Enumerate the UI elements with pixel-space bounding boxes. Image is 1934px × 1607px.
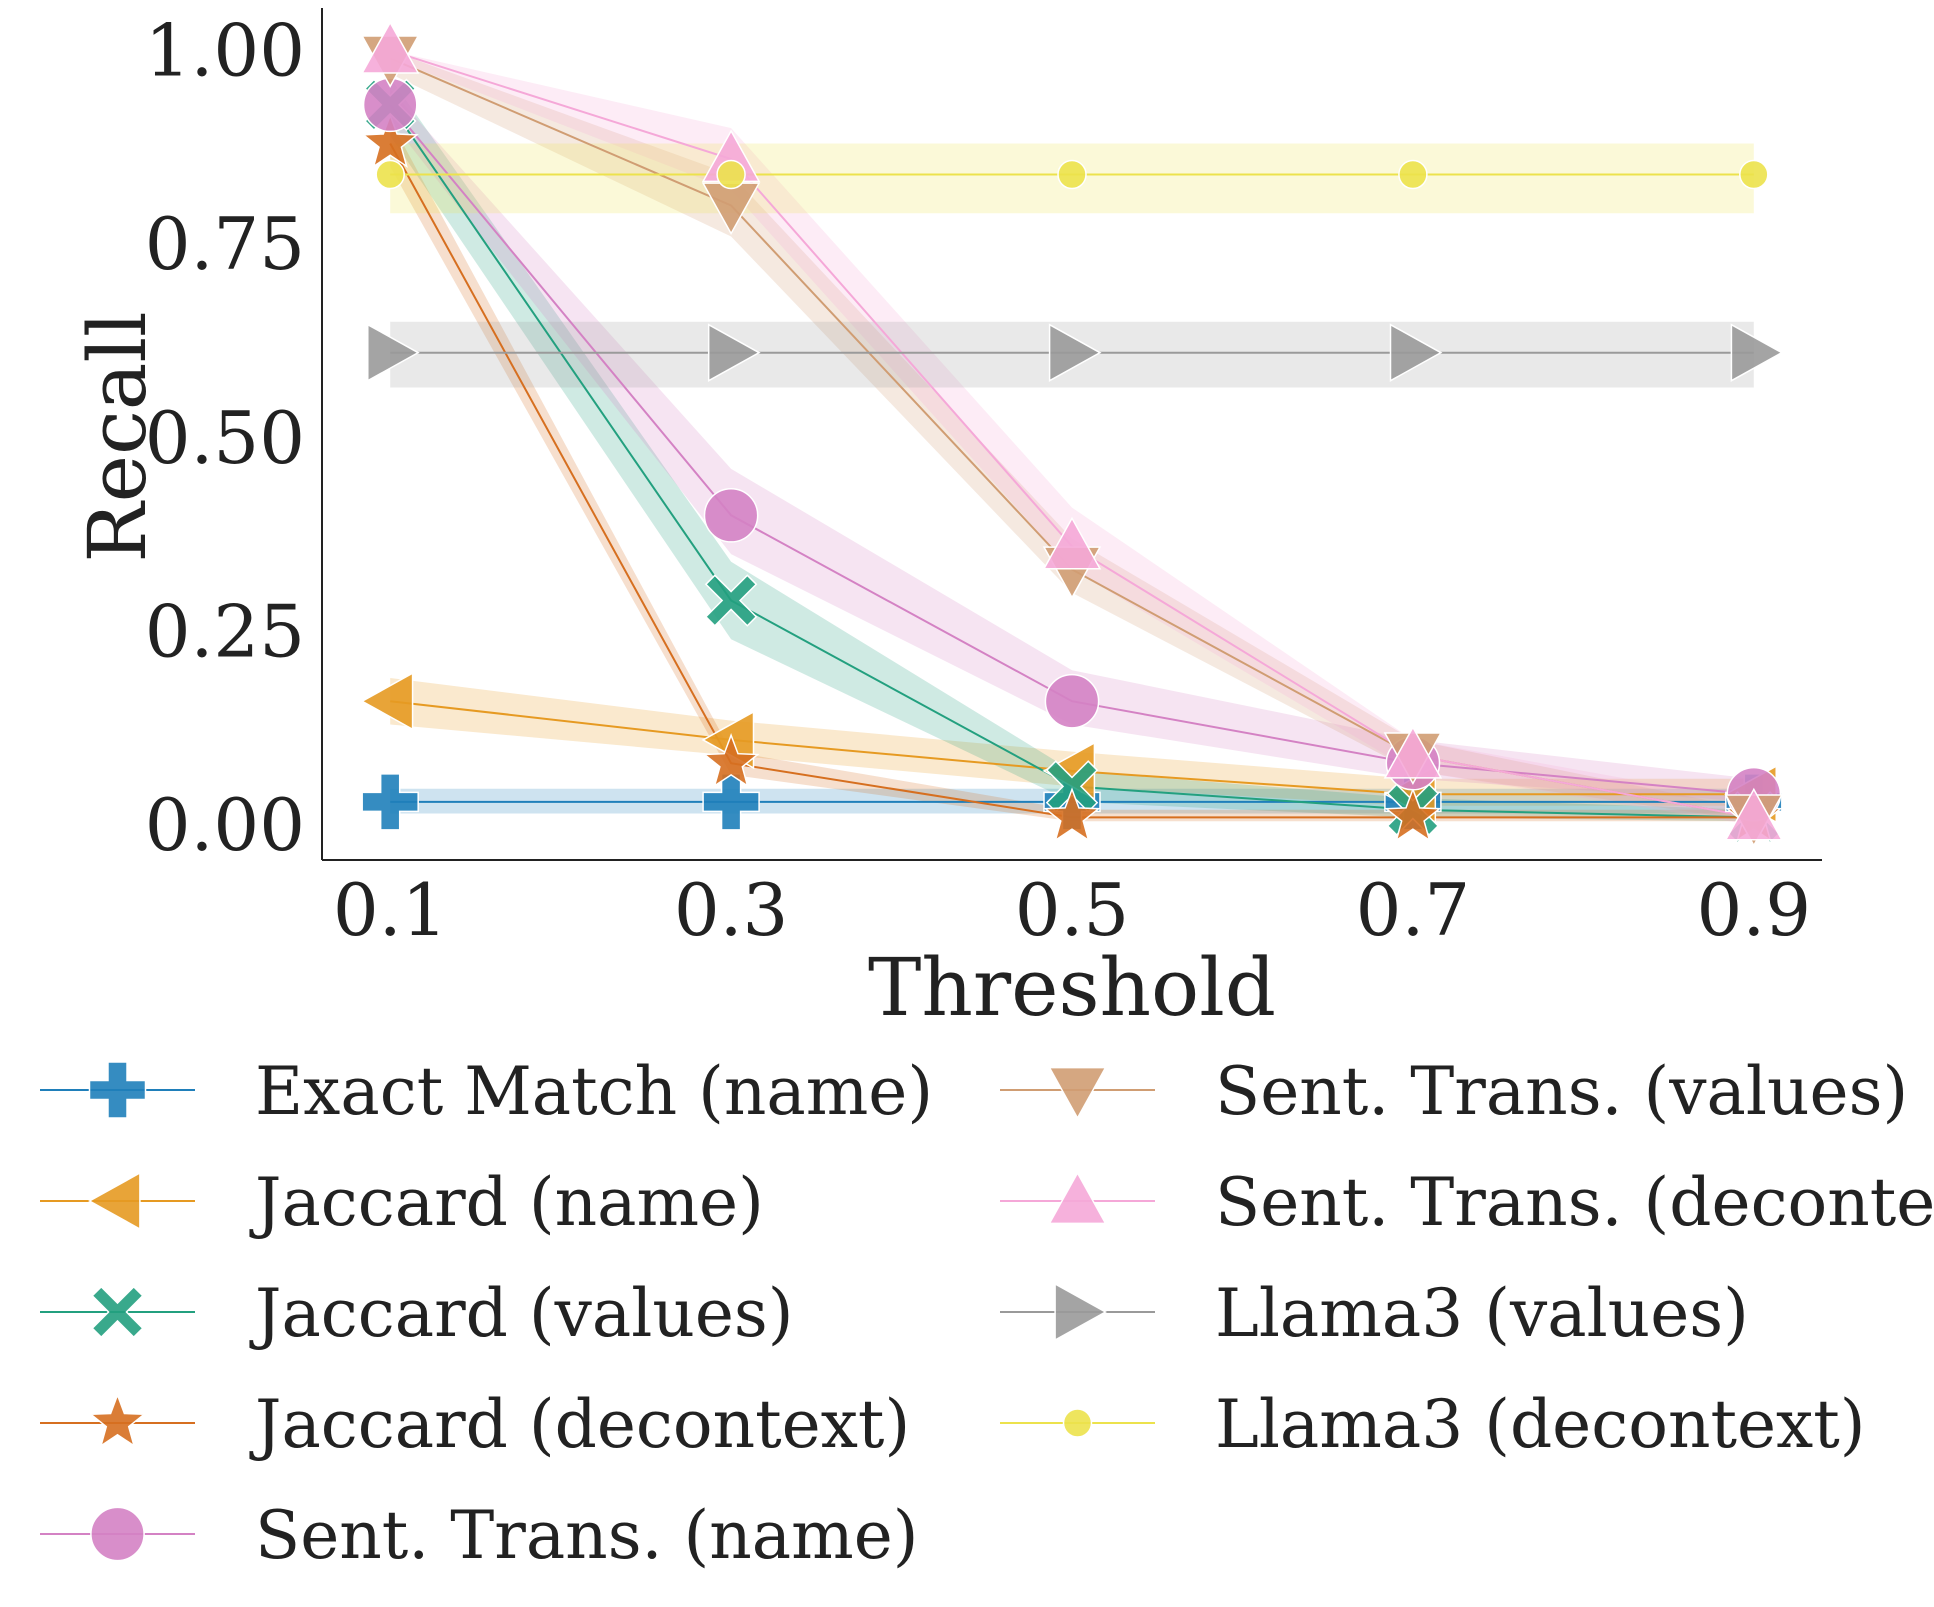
data-point bbox=[702, 773, 760, 831]
legend-item: Llama3 (values) bbox=[1000, 1275, 1749, 1352]
legend-marker bbox=[91, 1285, 144, 1339]
y-tick-label: 0.75 bbox=[145, 202, 305, 286]
legend-item: Sent. Trans. (values) bbox=[1000, 1053, 1908, 1130]
data-point bbox=[716, 159, 746, 190]
legend-marker bbox=[88, 1392, 147, 1448]
legend-marker bbox=[1062, 1408, 1093, 1438]
legend-item: Sent. Trans. (decontext) bbox=[1000, 1164, 1934, 1241]
legend-marker bbox=[87, 1171, 141, 1231]
confidence-band bbox=[390, 77, 1754, 822]
data-point bbox=[1044, 673, 1100, 729]
y-tick-label: 0.00 bbox=[145, 783, 305, 867]
y-axis-label: Recall bbox=[71, 311, 164, 562]
legend-item: Sent. Trans. (name) bbox=[40, 1497, 919, 1574]
tick-labels: 0.1 0.3 0.5 0.7 0.9 0.00 0.25 0.50 0.75 1.00 bbox=[145, 9, 1811, 952]
legend-marker bbox=[90, 1506, 145, 1562]
data-point bbox=[1398, 159, 1428, 190]
data-point bbox=[361, 773, 419, 831]
legend-marker bbox=[1048, 1066, 1107, 1120]
legend-item: Exact Match (name) bbox=[40, 1053, 933, 1130]
x-tick-label: 0.9 bbox=[1697, 868, 1812, 952]
legend-label: Llama3 (decontext) bbox=[1215, 1386, 1866, 1463]
legend-item: Jaccard (name) bbox=[40, 1164, 764, 1241]
data-point bbox=[1724, 787, 1784, 841]
legend-label: Jaccard (decontext) bbox=[249, 1386, 910, 1463]
data-point bbox=[360, 671, 414, 731]
data-point bbox=[1043, 787, 1101, 842]
data-point bbox=[1384, 787, 1442, 842]
x-tick-label: 0.3 bbox=[674, 868, 789, 952]
data-point bbox=[375, 159, 405, 190]
x-tick-label: 0.7 bbox=[1356, 868, 1471, 952]
legend: Exact Match (name) Jaccard (name) Jaccard … bbox=[40, 1053, 1934, 1574]
data-point bbox=[1042, 516, 1102, 570]
legend-label: Jaccard (name) bbox=[249, 1164, 764, 1241]
y-tick-label: 0.25 bbox=[145, 590, 305, 674]
confidence-band bbox=[390, 50, 1754, 822]
confidence-band bbox=[390, 89, 1754, 802]
data-point bbox=[704, 574, 758, 627]
legend-item: Jaccard (decontext) bbox=[40, 1386, 910, 1463]
legend-label: Llama3 (values) bbox=[1215, 1275, 1749, 1352]
legend-marker bbox=[1054, 1282, 1108, 1342]
data-point bbox=[1739, 159, 1769, 190]
data-point bbox=[707, 323, 761, 382]
legend-label: Jaccard (values) bbox=[249, 1275, 794, 1352]
x-tick-label: 0.5 bbox=[1015, 868, 1130, 952]
legend-label: Sent. Trans. (values) bbox=[1215, 1053, 1908, 1130]
x-tick-label: 0.1 bbox=[333, 868, 448, 952]
data-point bbox=[361, 113, 419, 168]
legend-item: Llama3 (decontext) bbox=[1000, 1386, 1866, 1463]
data-point bbox=[1057, 159, 1087, 190]
legend-label: Sent. Trans. (name) bbox=[255, 1497, 919, 1574]
legend-marker bbox=[88, 1061, 147, 1119]
legend-label: Exact Match (name) bbox=[255, 1053, 933, 1130]
data-point bbox=[702, 733, 760, 788]
data-point bbox=[367, 323, 420, 382]
data-point bbox=[703, 487, 759, 543]
data-point bbox=[360, 21, 420, 74]
series-markers bbox=[360, 21, 1784, 847]
x-axis-label: Threshold bbox=[868, 941, 1276, 1034]
data-point bbox=[1389, 323, 1443, 382]
legend-marker bbox=[1048, 1171, 1107, 1225]
data-point bbox=[1383, 725, 1443, 779]
axes bbox=[321, 8, 1822, 861]
y-tick-label: 0.50 bbox=[145, 396, 305, 480]
legend-item: Jaccard (values) bbox=[40, 1275, 794, 1352]
data-point bbox=[1045, 760, 1099, 813]
data-point bbox=[1730, 323, 1784, 382]
y-tick-label: 1.00 bbox=[145, 9, 305, 93]
data-point bbox=[1048, 323, 1102, 382]
legend-label: Sent. Trans. (decontext) bbox=[1215, 1164, 1934, 1241]
